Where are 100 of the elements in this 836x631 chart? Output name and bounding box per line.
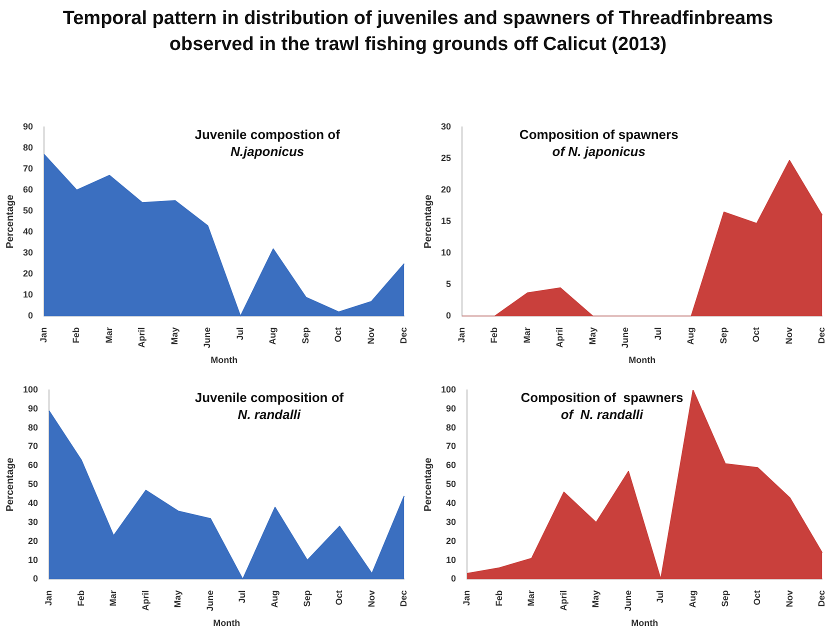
x-axis-title: Month	[210, 355, 238, 366]
x-tick-label: Jul	[652, 327, 663, 340]
y-tick-label: 70	[28, 441, 38, 452]
text: Juvenile composition of N. randalli	[194, 390, 344, 422]
x-tick-label: Dec	[398, 590, 409, 607]
x-tick-label: Dec	[816, 590, 827, 607]
text: Composition of spawners of N. randalli	[520, 390, 684, 422]
x-tick-label: April	[558, 590, 568, 611]
y-tick-label: 60	[446, 460, 456, 470]
y-tick-label: 60	[22, 184, 34, 195]
text: Temporal pattern in distribution of juveniles and spawners of Threadfinbreams observed in the trawl fishing grounds off Calicut (2013)	[62, 7, 774, 57]
x-axis-title: Month	[631, 618, 658, 628]
y-tick-label: 80	[28, 422, 38, 432]
y-tick-label: 5	[446, 279, 452, 290]
y-tick-label: 10	[28, 554, 38, 565]
y-tick-label: 90	[28, 403, 38, 414]
y-tick-label: 15	[440, 216, 452, 226]
x-tick-label: June	[620, 327, 630, 348]
x-tick-label: Dec	[398, 327, 409, 344]
x-tick-label: Nov	[784, 590, 794, 608]
y-tick-label: 40	[446, 498, 456, 508]
x-tick-label: Aug	[686, 327, 696, 345]
y-axis-title: Percentage	[422, 194, 434, 249]
x-tick-label: Jan	[462, 590, 472, 606]
y-tick-label: 20	[22, 268, 34, 279]
x-tick-label: Oct	[334, 590, 344, 606]
x-tick-label: Jul	[237, 590, 248, 604]
x-tick-label: Aug	[688, 590, 698, 608]
x-tick-label: June	[622, 590, 633, 612]
x-tick-label: Aug	[270, 590, 280, 608]
x-tick-label: June	[202, 327, 212, 348]
x-tick-label: Dec	[816, 327, 827, 344]
y-tick-label: 90	[446, 403, 456, 414]
y-tick-label: 10	[446, 554, 456, 565]
y-tick-label: 30	[440, 121, 452, 132]
x-tick-label: Sep	[720, 590, 730, 607]
y-axis-title: Percentage	[4, 194, 16, 249]
x-axis-title: Month	[628, 355, 656, 366]
y-tick-label: 20	[440, 184, 452, 195]
x-tick-label: April	[554, 327, 565, 348]
y-tick-label: 100	[22, 384, 38, 394]
x-tick-label: Jan	[456, 327, 466, 343]
x-tick-label: Jan	[38, 327, 48, 343]
y-tick-label: 90	[22, 121, 34, 132]
y-tick-label: 0	[446, 310, 452, 321]
x-tick-label: Feb	[71, 326, 82, 344]
x-tick-label: Oct	[751, 327, 762, 342]
x-tick-label: Mar	[104, 326, 114, 344]
y-tick-label: 40	[28, 498, 38, 508]
x-tick-label: April	[140, 590, 150, 611]
x-tick-label: Nov	[366, 327, 376, 344]
x-tick-label: Feb	[494, 590, 504, 606]
y-axis-title: Percentage	[422, 457, 434, 512]
x-tick-label: May	[587, 327, 598, 345]
y-tick-label: 80	[446, 422, 456, 432]
text: Composition of spawners of N. japonicus	[519, 127, 678, 160]
x-tick-label: Jan	[44, 590, 54, 606]
x-tick-label: June	[204, 590, 215, 612]
x-tick-label: Sep	[718, 326, 728, 344]
x-axis-title: Month	[213, 618, 240, 628]
y-tick-label: 0	[28, 310, 34, 321]
y-tick-label: 10	[22, 290, 34, 300]
x-tick-label: Sep	[302, 590, 312, 607]
y-tick-label: 25	[440, 153, 452, 164]
x-tick-label: May	[172, 590, 183, 608]
y-tick-label: 40	[22, 226, 34, 237]
y-tick-label: 0	[33, 574, 38, 584]
x-tick-label: May	[169, 327, 180, 345]
text: Juvenile compostion of N.japonicus	[194, 127, 341, 160]
x-tick-label: Nov	[366, 590, 376, 608]
x-tick-label: April	[136, 327, 147, 348]
y-tick-label: 20	[446, 536, 456, 546]
y-tick-label: 50	[28, 479, 38, 490]
x-tick-label: Mar	[108, 590, 118, 606]
y-tick-label: 100	[440, 384, 456, 394]
y-tick-label: 30	[446, 516, 456, 527]
y-tick-label: 70	[22, 164, 34, 174]
x-tick-label: Sep	[300, 326, 310, 344]
y-tick-label: 50	[22, 206, 34, 216]
x-tick-label: Oct	[333, 327, 344, 342]
x-tick-label: Oct	[752, 590, 762, 606]
x-tick-label: Nov	[784, 327, 794, 344]
y-tick-label: 10	[440, 248, 452, 258]
x-tick-label: Feb	[489, 326, 500, 344]
y-tick-label: 20	[28, 536, 38, 546]
y-tick-label: 60	[28, 460, 38, 470]
y-tick-label: 80	[22, 142, 34, 153]
y-tick-label: 0	[451, 574, 456, 584]
x-tick-label: May	[590, 590, 601, 608]
x-tick-label: Jul	[234, 327, 245, 340]
y-tick-label: 70	[446, 441, 456, 452]
y-tick-label: 30	[22, 248, 34, 258]
x-tick-label: Mar	[526, 590, 536, 606]
y-tick-label: 50	[446, 479, 456, 490]
x-tick-label: Mar	[522, 326, 532, 344]
x-tick-label: Aug	[268, 327, 278, 345]
x-tick-label: Jul	[655, 590, 666, 604]
x-tick-label: Feb	[76, 590, 86, 606]
y-tick-label: 30	[28, 516, 38, 527]
y-axis-title: Percentage	[4, 457, 16, 512]
